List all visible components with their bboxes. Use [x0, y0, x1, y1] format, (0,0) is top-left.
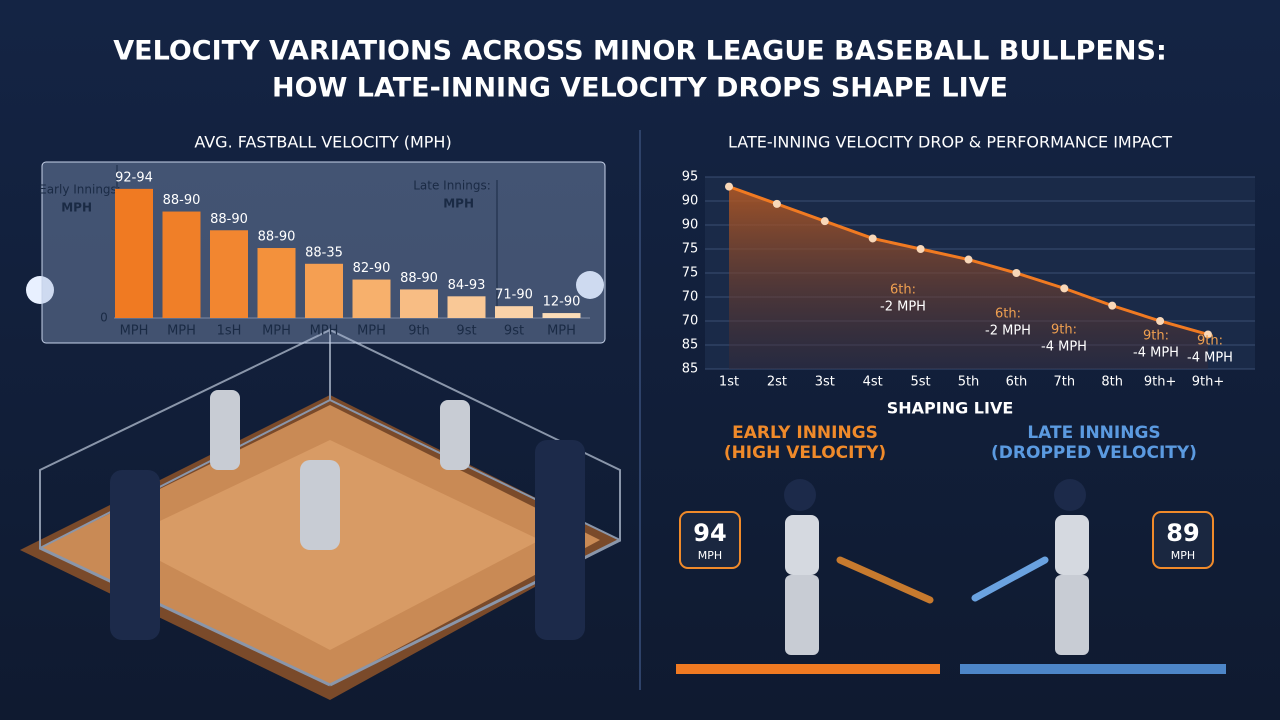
annotation: 6th:: [995, 307, 1021, 322]
section-heading: SHAPING LIVE: [887, 399, 1014, 418]
area: [729, 186, 1208, 369]
annotation: 6th:: [890, 283, 916, 298]
x-tick-label: 5th: [958, 375, 980, 390]
y-tick-label: 0: [100, 311, 108, 325]
x-tick-label: 9st: [504, 324, 524, 339]
value-label: 88-90: [258, 230, 296, 245]
point: [725, 182, 733, 191]
bar: [210, 230, 248, 318]
y-tick-label: 70: [682, 290, 699, 305]
bar: [115, 188, 153, 318]
y-tick-label: 95: [682, 170, 699, 185]
chart-title: AVG. FASTBALL VELOCITY (MPH): [194, 133, 451, 152]
annotation: -4 MPH: [1133, 346, 1179, 361]
y-tick-label: 70: [682, 314, 699, 329]
bar: [305, 263, 343, 318]
field-illustration: [20, 271, 621, 700]
bar: [162, 211, 201, 318]
speed-value: 89: [1166, 519, 1199, 547]
speed-badge: [1152, 511, 1214, 569]
value-label: 92-94: [115, 170, 153, 185]
speed-unit: MPH: [1171, 549, 1195, 562]
main-title: VELOCITY VARIATIONS ACROSS MINOR LEAGUE …: [113, 36, 1167, 67]
x-tick-label: MPH: [120, 324, 149, 339]
value-label: 88-35: [305, 245, 343, 260]
annotation: 9th:: [1143, 329, 1169, 344]
x-tick-label: 7th: [1053, 375, 1075, 390]
point: [916, 245, 925, 253]
bar: [542, 313, 581, 318]
panel-title: LATE INNINGS: [1027, 423, 1160, 443]
value-label: 84-93: [448, 278, 486, 293]
x-tick-label: MPH: [262, 324, 291, 339]
x-tick-label: 9th+: [1144, 375, 1177, 390]
point: [1156, 317, 1165, 325]
annotation: -2 MPH: [985, 324, 1031, 339]
x-tick-label: MPH: [310, 324, 339, 339]
point: [868, 234, 877, 243]
x-tick-label: 9st: [456, 324, 476, 339]
annotation: -4 MPH: [1041, 340, 1087, 355]
speed-unit: MPH: [698, 549, 722, 562]
batter-illustrations: [676, 479, 1226, 674]
panel-title: EARLY INNINGS: [732, 423, 878, 443]
annotation: 9th:: [1197, 334, 1223, 349]
x-tick-label: 6th: [1006, 375, 1028, 390]
annotation: MPH: [443, 197, 474, 211]
y-tick-label: 75: [682, 266, 699, 281]
bar: [257, 248, 296, 318]
annotation: -4 MPH: [1187, 351, 1233, 366]
point: [964, 255, 973, 264]
bar: [400, 289, 438, 318]
x-tick-label: 3st: [815, 375, 835, 390]
y-tick-label: 90: [682, 218, 699, 233]
panel-subtitle: (HIGH VELOCITY): [724, 443, 886, 463]
annotation: Early Innings:: [39, 183, 121, 197]
y-tick-label: 85: [682, 362, 699, 377]
annotation: 9th:: [1051, 323, 1077, 338]
y-tick-label: 85: [682, 338, 699, 353]
value-label: 88-90: [400, 271, 438, 286]
panel-subtitle: (DROPPED VELOCITY): [991, 443, 1197, 463]
annotation: -2 MPH: [880, 300, 926, 315]
point: [820, 217, 829, 226]
x-tick-label: MPH: [357, 324, 386, 339]
value-label: 12-90: [543, 295, 581, 310]
annotation: MPH: [61, 201, 92, 215]
x-tick-label: 9th+: [1192, 375, 1225, 390]
main-title: HOW LATE-INNING VELOCITY DROPS SHAPE LIV…: [272, 73, 1008, 104]
x-tick-label: 2st: [767, 375, 787, 390]
point: [1204, 330, 1212, 339]
point: [1060, 284, 1069, 293]
annotation: Late Innings:: [413, 179, 491, 193]
x-tick-label: 9th: [408, 324, 430, 339]
value-label: 88-90: [210, 212, 248, 227]
point: [772, 199, 781, 208]
speed-value: 94: [693, 519, 726, 547]
x-tick-label: 1sH: [217, 324, 242, 339]
point: [1012, 269, 1021, 277]
value-label: 71-90: [495, 288, 533, 303]
y-tick-label: 75: [682, 242, 699, 257]
value-label: 88-90: [163, 193, 201, 208]
x-tick-label: MPH: [547, 324, 576, 339]
x-tick-label: 4st: [863, 375, 883, 390]
value-label: 82-90: [353, 261, 391, 276]
point: [1108, 301, 1117, 310]
x-tick-label: 5st: [911, 375, 931, 390]
y-tick-label: 90: [682, 194, 699, 209]
x-tick-label: 1st: [719, 375, 739, 390]
bar: [495, 306, 533, 318]
bar: [447, 296, 486, 318]
x-tick-label: MPH: [167, 324, 196, 339]
x-tick-label: 8th: [1101, 375, 1123, 390]
bar: [352, 279, 391, 318]
chart-title: LATE-INNING VELOCITY DROP & PERFORMANCE …: [728, 133, 1172, 152]
speed-badge: [679, 511, 741, 569]
